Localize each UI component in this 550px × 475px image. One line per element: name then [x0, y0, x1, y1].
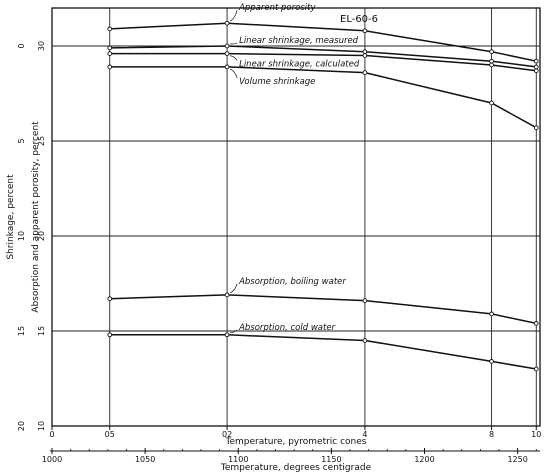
- y-outer-tick-label: 15: [17, 326, 26, 336]
- series-point: [533, 366, 539, 372]
- series-labels: Apparent porosity Linear shrinkage, measu…: [229, 3, 360, 334]
- y-axis-label-outer: Shrinkage, percent: [6, 174, 16, 260]
- series-point: [362, 53, 368, 58]
- series-point: [107, 332, 113, 338]
- y-inner-tick-label: 10: [37, 421, 46, 431]
- series-leader-line: [229, 10, 238, 22]
- series-point: [107, 64, 113, 70]
- series-leader-line: [229, 283, 238, 294]
- series-point: [224, 20, 230, 26]
- x-cone-tick-label: 4: [362, 430, 367, 439]
- y-outer-tick-label: 10: [17, 231, 26, 241]
- series-point: [362, 49, 368, 55]
- y-inner-tick-label: 25: [37, 136, 46, 146]
- series-point: [533, 68, 539, 74]
- series-line-5: [109, 334, 537, 370]
- series-point: [533, 58, 539, 64]
- x-centigrade-tick-label: 1000: [42, 455, 62, 464]
- x-cone-tick-label: 0: [49, 430, 54, 439]
- series-point: [489, 58, 494, 64]
- series-point: [489, 49, 494, 55]
- series-point: [533, 64, 539, 70]
- series-point: [489, 311, 494, 317]
- chart-annotation: EL-60-6: [340, 14, 378, 25]
- series-label: Absorption, cold water: [238, 323, 335, 333]
- series-point: [533, 321, 539, 326]
- series-point: [489, 62, 494, 68]
- y-inner-tick-label: 30: [37, 41, 46, 51]
- grid-lines: [52, 8, 540, 426]
- series-point: [107, 51, 113, 56]
- series-point: [107, 26, 113, 32]
- series-point: [362, 338, 368, 343]
- series-point: [224, 332, 230, 338]
- series-leader-line: [229, 68, 238, 78]
- series-point: [224, 43, 230, 49]
- x-centigrade-tick-label: 1050: [135, 455, 155, 464]
- y-outer-tick-label: 5: [17, 138, 26, 143]
- series-point: [107, 296, 113, 302]
- series-line-3: [109, 66, 537, 129]
- series-line-4: [109, 294, 537, 325]
- series-label: Linear shrinkage, measured: [239, 36, 359, 46]
- y-inner-tick-label: 15: [37, 326, 46, 336]
- x-centigrade-tick-label: 1250: [507, 455, 527, 464]
- series-point: [362, 28, 368, 34]
- series-label: Volume shrinkage: [239, 77, 315, 87]
- series-point: [362, 70, 368, 75]
- series-label: Linear shrinkage, calculated: [239, 60, 360, 70]
- series-point: [224, 292, 230, 298]
- series-leader-line: [230, 42, 238, 45]
- y-axis-label-inner: Absorption and apparent porosity, percen…: [31, 121, 41, 313]
- series-point: [489, 100, 494, 106]
- y-outer-tick-label: 0: [17, 43, 26, 48]
- series-label: Absorption, boiling water: [238, 277, 346, 287]
- y-inner-tick-label: 20: [37, 231, 46, 241]
- x-cone-tick-label: 10: [531, 430, 541, 439]
- plot-frame: [51, 7, 541, 427]
- series-point: [224, 64, 230, 70]
- series-point: [489, 359, 494, 364]
- x-centigrade-tick-label: 1100: [228, 455, 248, 464]
- x-centigrade-tick-label: 1200: [414, 455, 434, 464]
- series-leader-line: [230, 55, 238, 61]
- series-point: [107, 45, 113, 51]
- series-leader-line: [230, 329, 238, 334]
- data-series: [107, 20, 539, 372]
- x-cone-tick-label: 05: [105, 430, 115, 439]
- x-cone-tick-label: 8: [489, 430, 494, 439]
- y-outer-tick-label: 20: [17, 421, 26, 431]
- series-point: [533, 125, 539, 131]
- axis-ticks: 30 0 25 5 20 10 15 15 10 20 0 05 02 4 8 10 1000 1050 1100 1…: [17, 41, 541, 464]
- series-point: [224, 51, 230, 56]
- x-cone-tick-label: 02: [222, 430, 232, 439]
- series-label: Apparent porosity: [238, 3, 316, 13]
- x-axis-label-bottom: Temperature, degrees centigrade: [220, 463, 372, 473]
- x-axis-label-top: Temperature, pyrometric cones: [224, 437, 366, 447]
- x-centigrade-tick-label: 1150: [321, 455, 341, 464]
- series-point: [362, 298, 368, 303]
